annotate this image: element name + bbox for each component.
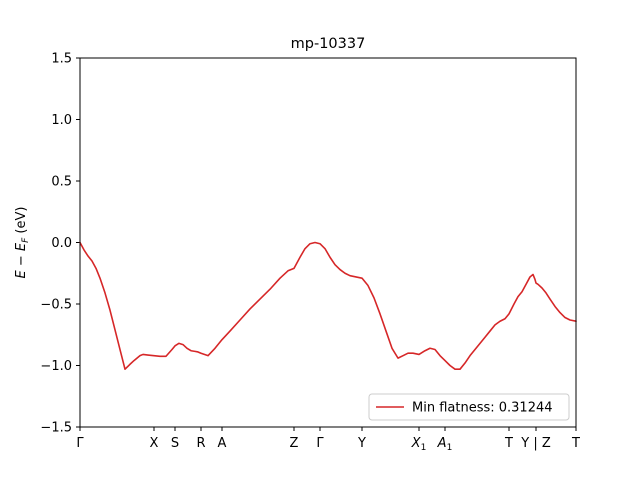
- x-tick-label: Γ: [316, 436, 324, 451]
- legend-box: [368, 393, 570, 421]
- x-tick-label: A1: [437, 436, 453, 453]
- y-tick-label: −1.5: [40, 421, 72, 436]
- x-tick-label: T: [504, 436, 513, 451]
- x-tick-label: Γ: [76, 436, 84, 451]
- band-line: [79, 241, 577, 370]
- y-axis-label-text: E − EF (eV): [14, 207, 31, 279]
- y-tick-label: −1.0: [40, 359, 72, 374]
- x-tick-label: X1: [411, 436, 427, 453]
- x-tick-label: Y: [357, 436, 366, 451]
- y-axis-label: E − EF (eV): [14, 207, 31, 279]
- x-tick-label: T: [571, 436, 580, 451]
- y-tick-label: 1.5: [51, 52, 72, 67]
- x-tick-label: A: [218, 436, 227, 451]
- x-tick-label: S: [171, 436, 179, 451]
- y-tick-label: 0.5: [51, 175, 72, 190]
- series-layer: [79, 241, 577, 370]
- y-tick-label: −0.5: [40, 298, 72, 313]
- axes: −1.5 −1.0 −0.5 0.0 0.5 1.0 1.5 Γ X S R A Z Γ Y X1 A1 T Y |…: [40, 52, 580, 454]
- y-tick-label: 0.0: [51, 236, 72, 251]
- x-tick-label: R: [196, 436, 205, 451]
- plot-frame: [79, 57, 577, 428]
- legend-label: Min flatness: 0.31244: [412, 401, 553, 416]
- legend: Min flatness: 0.31244: [368, 393, 570, 421]
- chart-title: mp-10337: [291, 36, 366, 52]
- x-tick-label: Y | Z: [520, 436, 551, 451]
- y-tick-label: 1.0: [51, 113, 72, 128]
- x-tick-label: X: [150, 436, 159, 451]
- x-tick-label: Z: [290, 436, 299, 451]
